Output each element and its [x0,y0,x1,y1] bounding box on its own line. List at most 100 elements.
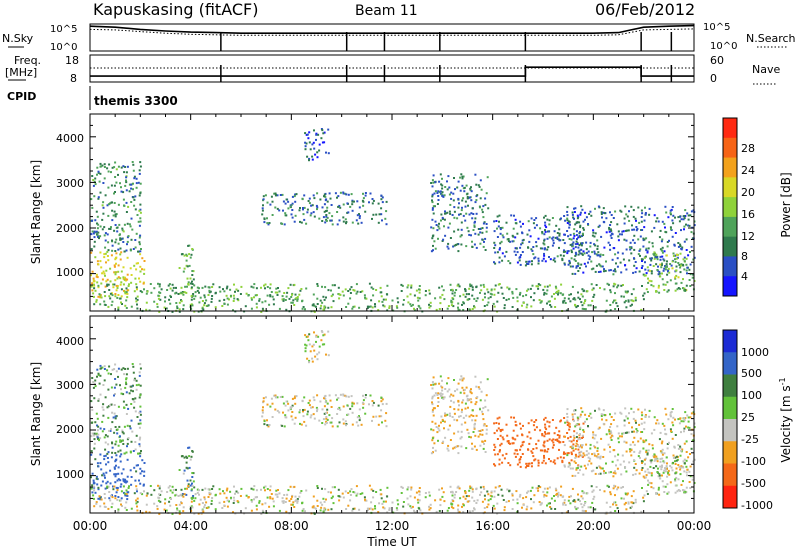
velocity-cell [431,439,434,442]
velocity-cell [604,471,607,474]
velocity-cell [627,501,630,504]
velocity-cell [568,425,571,428]
velocity-cell [125,381,127,384]
power-cell [281,222,284,225]
power-cell [203,294,206,297]
power-cell [434,220,437,223]
power-cell [120,166,123,169]
power-cell [119,283,122,286]
velocity-cell [497,427,500,430]
power-cell [555,224,558,227]
power-cell [330,306,333,309]
velocity-cell [402,501,405,503]
power-cell [608,228,611,231]
power-cell [471,217,474,220]
power-cell [247,294,250,297]
velocity-cell [428,505,430,508]
power-cell [400,290,403,292]
velocity-cell [290,415,293,418]
velocity-cell [585,443,588,446]
power-cell [119,277,122,280]
power-cell [570,251,573,254]
power-cell [576,238,578,240]
power-cell [609,291,612,294]
power-cell [670,228,672,231]
velocity-cell [99,427,102,430]
velocity-cell [312,413,315,416]
velocity-cell [548,425,551,428]
velocity-cell [99,498,102,501]
velocity-cell [575,455,578,458]
velocity-cell [677,489,680,491]
velocity-cell [666,447,669,450]
power-cell [226,303,229,306]
power-cell [305,222,308,225]
velocity-cell [685,459,688,462]
velocity-cell [105,471,108,474]
velocity-cell [97,399,100,402]
velocity-cell [357,424,360,427]
velocity-cell [581,490,584,493]
power-cell [94,219,97,222]
velocity-cell [659,450,662,453]
power-cell [308,197,311,200]
velocity-cell [283,425,286,428]
velocity-cell [349,499,352,502]
power-cell [530,217,533,220]
power-cell [625,239,628,242]
power-cell [313,310,316,313]
power-cell [593,235,596,238]
power-cell [183,267,186,270]
power-cell [428,306,431,309]
power-cell [461,303,463,306]
power-cell [646,250,649,253]
power-cell [285,214,288,217]
velocity-cell [481,410,484,413]
power-cell [568,293,571,296]
power-cell [448,222,451,225]
velocity-cell [326,402,329,405]
power-cell [438,222,440,225]
velocity-cell [266,403,269,406]
velocity-cell [122,478,125,481]
power-cell [522,301,525,304]
velocity-cell [464,490,467,493]
velocity-cell [119,449,122,452]
velocity-cell [489,494,492,497]
velocity-cell [129,451,132,454]
velocity-cell [323,405,326,408]
frequency-line [90,66,694,77]
velocity-cell [567,452,570,455]
velocity-cell [407,503,410,506]
power-cell [91,270,94,273]
velocity-cell [458,415,460,418]
power-cell [585,248,588,251]
velocity-cell [537,485,540,488]
power-cell [475,183,478,186]
velocity-cell [690,447,693,450]
velocity-cell [687,420,690,423]
velocity-cell [677,418,680,421]
power-cell [93,284,96,287]
velocity-cell [148,511,151,514]
power-cell [579,224,582,227]
velocity-cell [479,430,482,432]
power-cell [132,169,135,172]
velocity-cell [483,507,486,509]
velocity-cell [546,491,549,494]
power-cell [453,230,456,233]
velocity-cell [531,486,534,489]
velocity-cell [113,386,116,389]
velocity-cell [543,445,546,448]
power-cell [656,217,659,220]
velocity-cell [388,507,391,510]
velocity-cell [648,415,651,418]
power-cell [605,217,608,220]
power-cell [646,251,649,254]
power-cell [386,284,389,287]
power-cell [255,306,258,309]
power-cell [562,250,565,253]
velocity-cell [503,457,506,460]
velocity-cell [177,495,180,497]
velocity-cell [663,469,666,472]
